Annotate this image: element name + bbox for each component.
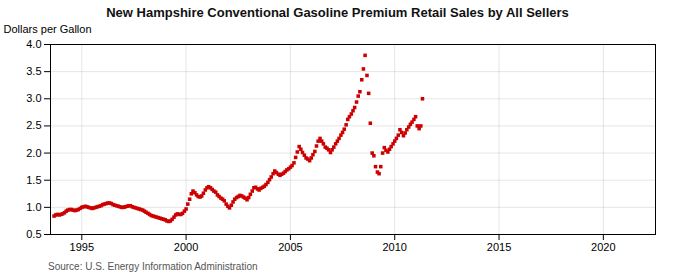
svg-text:2005: 2005 bbox=[278, 241, 302, 253]
svg-text:1.0: 1.0 bbox=[26, 201, 41, 213]
svg-text:2020: 2020 bbox=[591, 241, 615, 253]
svg-text:2.0: 2.0 bbox=[26, 147, 41, 159]
svg-text:1995: 1995 bbox=[70, 241, 94, 253]
svg-text:2.5: 2.5 bbox=[26, 119, 41, 131]
svg-text:2000: 2000 bbox=[174, 241, 198, 253]
svg-text:1.5: 1.5 bbox=[26, 174, 41, 186]
svg-text:3.5: 3.5 bbox=[26, 65, 41, 77]
html-text:New Hampshire Conventional Gas: New Hampshire Conventional Gasoline Prem… bbox=[106, 5, 569, 20]
html-text:Source: U.S. Energy Informatio: Source: U.S. Energy Information Administ… bbox=[48, 261, 258, 272]
svg-text:Dollars per Gallon: Dollars per Gallon bbox=[4, 23, 92, 35]
svg-text:2015: 2015 bbox=[487, 241, 511, 253]
svg-text:4.0: 4.0 bbox=[26, 38, 41, 50]
svg-text:3.0: 3.0 bbox=[26, 92, 41, 104]
svg-text:0.5: 0.5 bbox=[26, 228, 41, 240]
svg-text:2010: 2010 bbox=[382, 241, 406, 253]
